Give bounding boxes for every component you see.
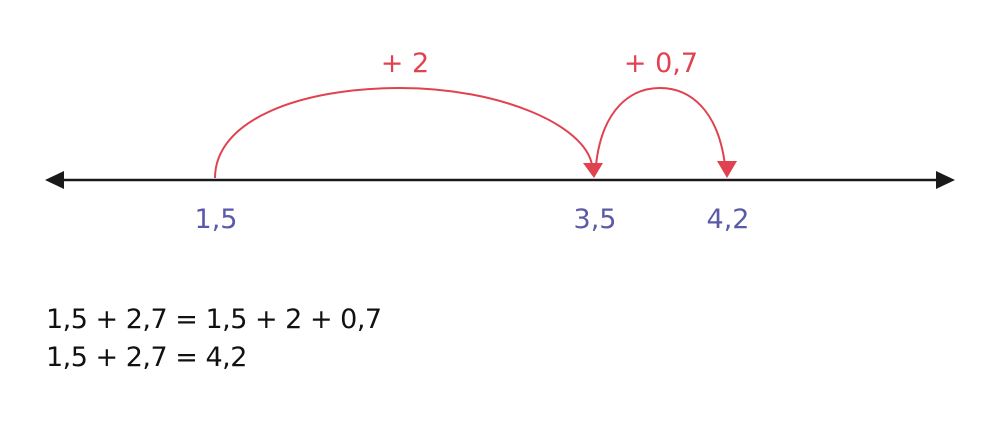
point-label: 4,2 — [707, 204, 750, 235]
jump-label: + 0,7 — [624, 48, 698, 79]
point-label: 1,5 — [195, 204, 238, 235]
right-arrowhead — [936, 171, 955, 189]
jump-arc-plus-0-7 — [595, 86, 726, 166]
equation-decomposition: 1,5 + 2,7 = 1,5 + 2 + 0,7 — [46, 304, 382, 335]
point-label: 3,5 — [574, 204, 617, 235]
equation-result: 1,5 + 2,7 = 4,2 — [46, 342, 247, 373]
left-arrowhead — [45, 171, 64, 189]
arrowhead-at-4-2 — [717, 161, 737, 178]
jump-label: + 2 — [381, 48, 429, 79]
jump-arc-plus-2 — [214, 86, 593, 179]
arrowhead-at-3-5 — [583, 163, 603, 178]
